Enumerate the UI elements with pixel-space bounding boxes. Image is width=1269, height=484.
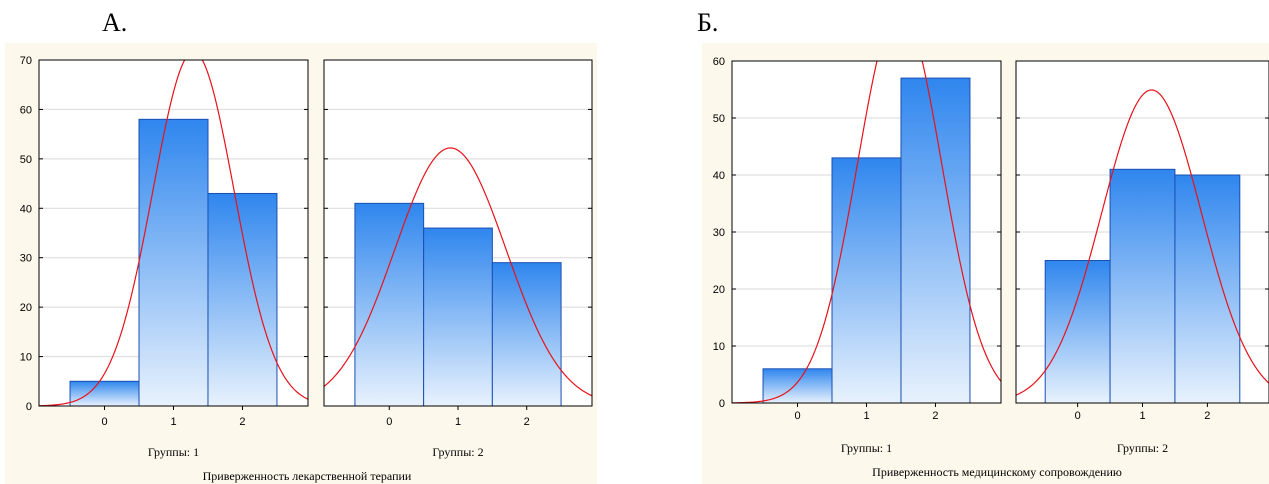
chart-a: 0 10 20 30 40 50 60 70 0 1 2 Группы: 1 0 1 2 Группы: 2 П… xyxy=(20,55,593,483)
x-tick-label: 2 xyxy=(932,410,938,422)
facet-1: 0 1 2 Группы: 1 xyxy=(38,59,309,459)
bar xyxy=(354,202,425,407)
facet-label: Группы: 2 xyxy=(1117,441,1168,455)
y-tick-label: 50 xyxy=(20,154,32,166)
facet-2: 0 1 2 Группы: 2 xyxy=(1015,60,1269,455)
y-tick-label: 10 xyxy=(713,341,725,353)
bar xyxy=(138,118,209,407)
x-axis-label: Приверженность медицинскому сопровождени… xyxy=(872,465,1122,479)
y-tick-label: 30 xyxy=(713,227,725,239)
y-tick-label: 0 xyxy=(26,401,32,413)
normal-fit-curve xyxy=(732,61,1001,403)
bar xyxy=(762,368,833,404)
facet-label: Группы: 1 xyxy=(841,441,892,455)
x-tick-label: 0 xyxy=(794,410,800,422)
facet-1: 0 1 2 Группы: 1 xyxy=(731,60,1002,455)
x-tick-label: 1 xyxy=(170,416,176,428)
normal-fit-curve xyxy=(324,147,592,397)
y-tick-label: 40 xyxy=(713,170,725,182)
x-tick-label: 1 xyxy=(1139,410,1145,422)
chart-b: 0 10 20 30 40 50 60 0 1 2 Группы: 1 0 1 2 Группы: 2 При… xyxy=(713,56,1269,479)
panel-a-letter: А. xyxy=(102,8,128,37)
facet-2: 0 1 2 Группы: 2 xyxy=(323,59,593,459)
y-tick-label: 60 xyxy=(20,104,32,116)
x-axis-label: Приверженность лекарственной терапии xyxy=(203,469,412,483)
x-tick-label: 0 xyxy=(101,416,107,428)
facet-label: Группы: 2 xyxy=(432,445,483,459)
y-tick-label: 60 xyxy=(713,56,725,68)
x-tick-label: 1 xyxy=(455,416,461,428)
normal-fit-curve xyxy=(1016,89,1269,396)
bar xyxy=(207,192,278,407)
y-tick-label: 30 xyxy=(20,253,32,265)
x-tick-label: 2 xyxy=(524,416,530,428)
bar xyxy=(900,77,971,404)
y-tick-label: 20 xyxy=(713,284,725,296)
y-tick-label: 0 xyxy=(719,398,725,410)
bar xyxy=(831,157,902,404)
normal-fit-curve xyxy=(39,60,308,406)
bar xyxy=(1174,174,1241,404)
x-tick-label: 0 xyxy=(386,416,392,428)
x-tick-label: 2 xyxy=(1204,410,1210,422)
y-tick-label: 20 xyxy=(20,302,32,314)
bar xyxy=(1109,168,1176,404)
y-tick-label: 70 xyxy=(20,55,32,67)
x-tick-label: 0 xyxy=(1075,410,1081,422)
facet-label: Группы: 1 xyxy=(148,445,199,459)
y-tick-label: 10 xyxy=(20,352,32,364)
x-tick-label: 1 xyxy=(863,410,869,422)
bar xyxy=(423,227,493,407)
bar xyxy=(1044,260,1111,404)
bar xyxy=(69,380,140,407)
y-tick-label: 50 xyxy=(713,113,725,125)
panel-b-letter: Б. xyxy=(697,8,719,37)
x-tick-label: 2 xyxy=(239,416,245,428)
y-tick-label: 40 xyxy=(20,203,32,215)
bar xyxy=(491,262,562,407)
